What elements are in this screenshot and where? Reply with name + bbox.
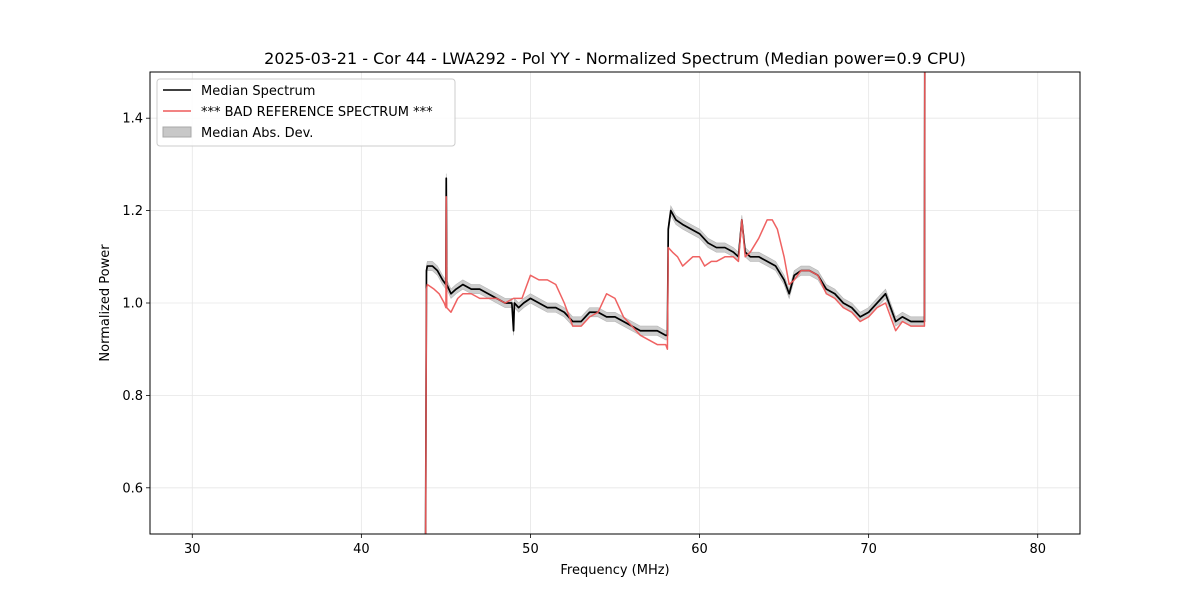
legend-mad-label: Median Abs. Dev. [201,126,313,141]
x-tick-label: 60 [691,542,708,557]
median-spectrum-line [424,72,926,534]
ticks: 30 40 50 60 70 80 0.6 0.8 1.0 1.2 1.4 [122,112,1046,557]
y-tick-label: 1.2 [122,204,143,219]
x-tick-label: 40 [353,542,370,557]
y-axis-label: Normalized Power [98,244,113,362]
y-tick-label: 1.0 [122,297,143,312]
bad-reference-spectrum-line [424,72,926,534]
x-axis-label: Frequency (MHz) [560,563,669,578]
y-tick-label: 0.6 [122,481,143,496]
legend-box [156,78,456,147]
x-tick-label: 70 [860,542,877,557]
x-tick-label: 30 [184,542,201,557]
legend-mad-swatch [162,126,192,138]
legend-median-label: Median Spectrum [201,84,315,99]
x-tick-label: 50 [522,542,539,557]
legend: Median Spectrum *** BAD REFERENCE SPECTR… [156,78,456,147]
chart-title: 2025-03-21 - Cor 44 - LWA292 - Pol YY - … [264,49,966,68]
y-tick-label: 1.4 [122,112,143,127]
legend-bad-reference-label: *** BAD REFERENCE SPECTRUM *** [201,105,433,120]
y-tick-label: 0.8 [122,389,143,404]
x-tick-label: 80 [1029,542,1046,557]
data-layer [424,72,926,534]
